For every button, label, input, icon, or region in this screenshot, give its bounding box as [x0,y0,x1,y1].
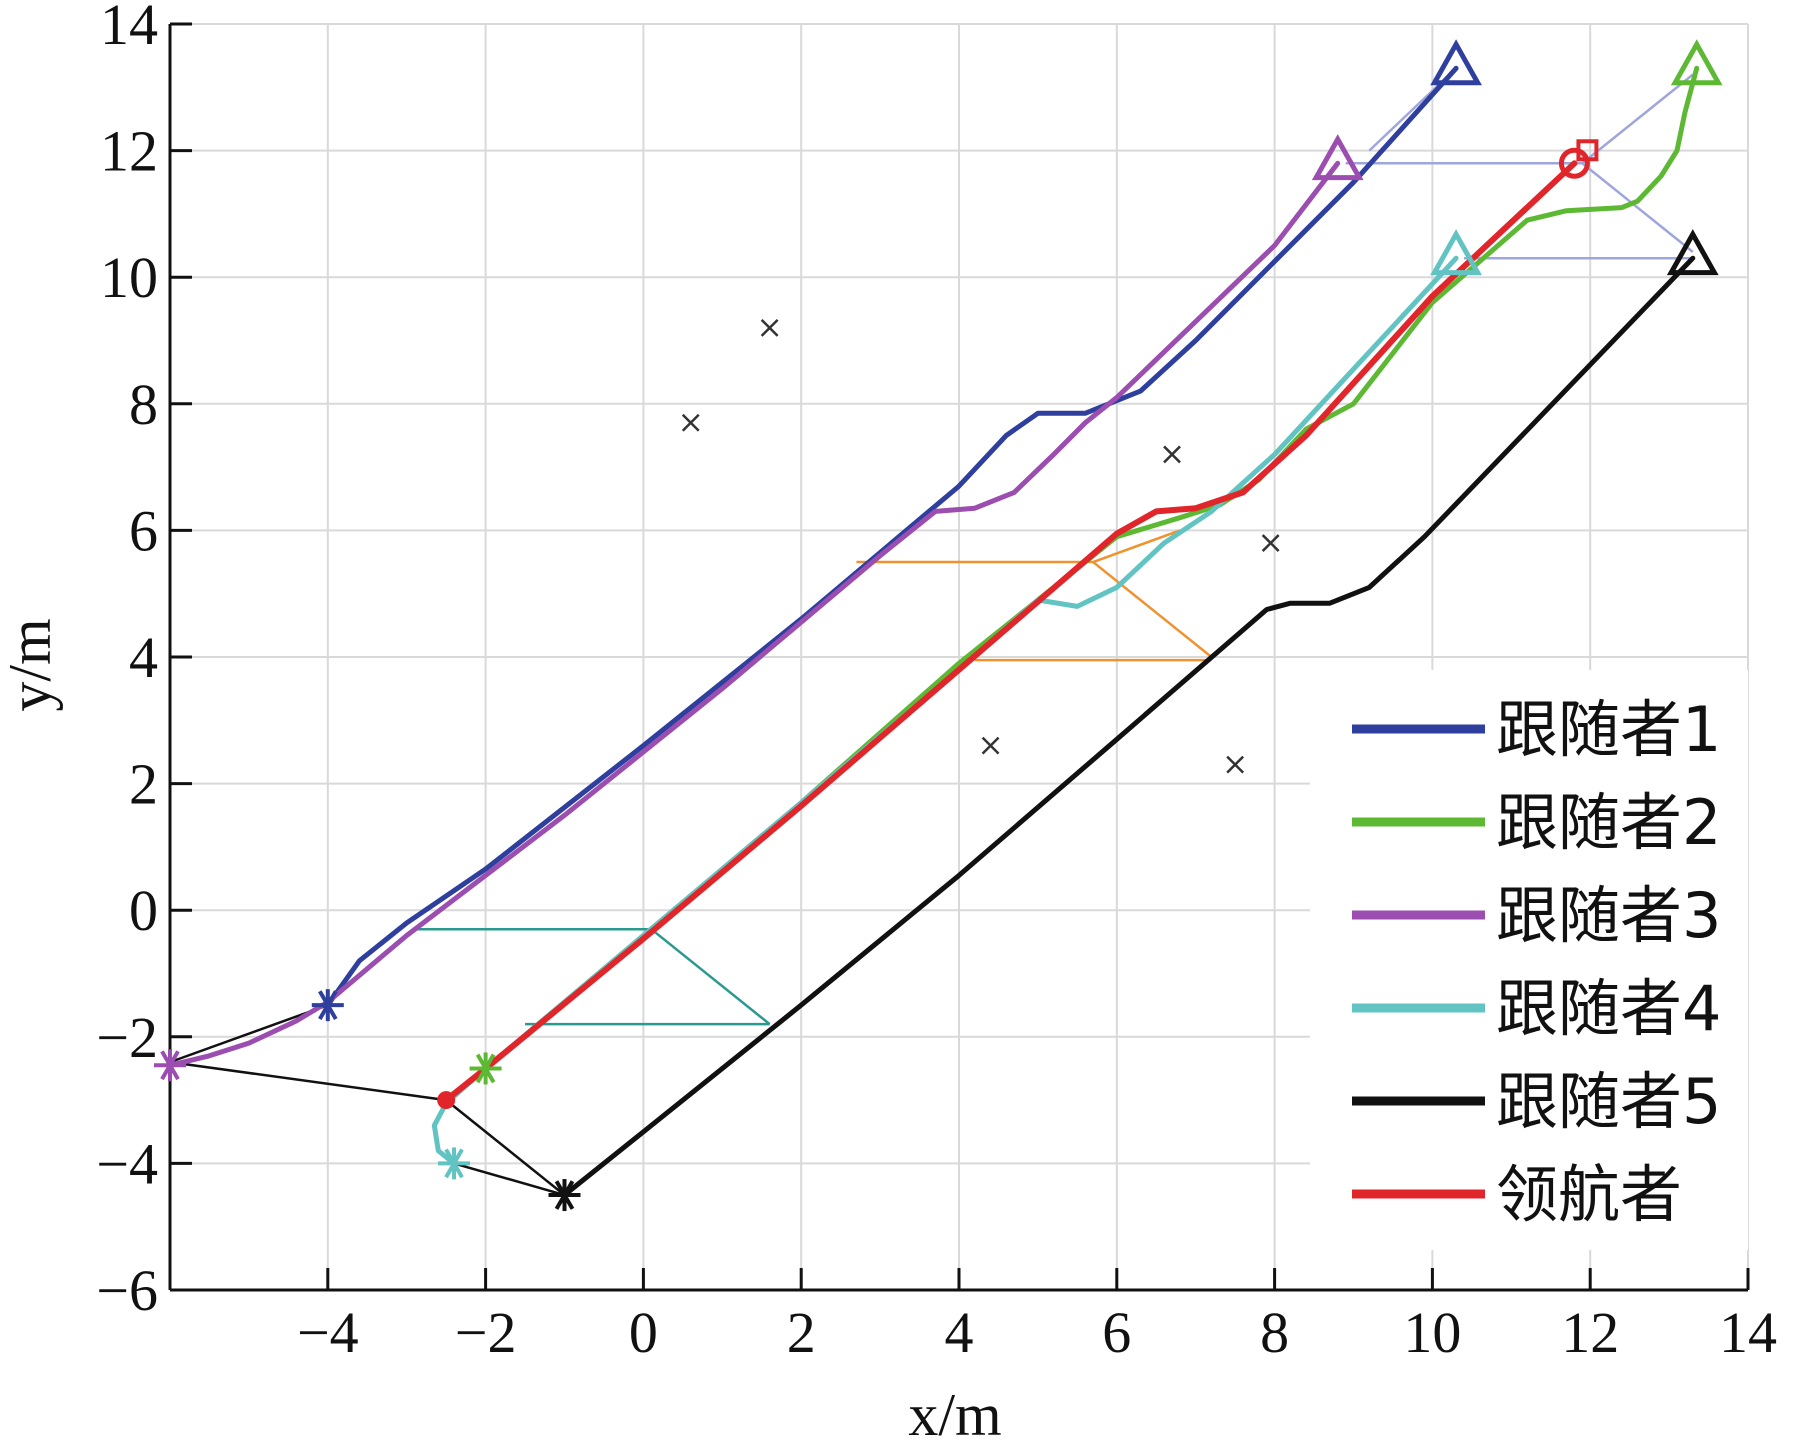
obstacle-marker [981,736,1000,755]
obstacle-marker [1261,534,1280,552]
x-axis-label: x/m [908,1382,1001,1448]
formation-link [1092,529,1181,564]
formation-link [453,1162,565,1197]
x-tick-label: 4 [945,1300,974,1365]
obstacle-marker [1163,445,1181,464]
end-marker-6 [1558,147,1590,179]
trajectory-line-5 [562,255,1696,1198]
y-tick-label: 6 [129,498,158,563]
start-marker-1 [311,989,344,1022]
obstacles [681,318,1280,774]
trajectories [167,65,1700,1198]
formation-link [169,1060,447,1102]
obstacle-marker [681,413,700,432]
y-tick-label: 4 [129,625,158,690]
formation-link [169,1003,329,1064]
formation-link [1581,73,1694,165]
formation-link [650,928,771,1026]
end-marker-1 [1430,39,1482,86]
trajectory-line-1 [325,65,1459,1008]
start-marker-2 [469,1052,502,1085]
y-tick-label: 2 [129,752,158,817]
y-tick-label: 12 [100,119,158,184]
x-tick-label: 2 [787,1300,816,1365]
obstacle-stroke [981,736,1000,755]
legend: 跟随者1 跟随者2 跟随者3 跟随者4 跟随者5 领航者 [1310,670,1748,1250]
y-axis-label: y/m [0,618,63,711]
y-tick-label: 8 [129,372,158,437]
y-tick-label: 0 [129,878,158,943]
y-tick-label: 10 [100,245,158,310]
endpoint-markers [154,39,1723,1212]
trajectory-line-2 [483,65,1700,1071]
obstacle-stroke [1261,534,1280,552]
x-tick-label: 8 [1260,1300,1289,1365]
start-marker-6 [437,1091,456,1110]
legend-label-2: 跟随者2 [1496,786,1721,859]
end-marker-3 [1311,134,1364,181]
y-tick-label: −4 [96,1131,158,1196]
obstacle-marker [1226,755,1245,774]
end-marker-2 [1670,39,1723,86]
trajectory-line-3 [167,160,1341,1068]
obstacle-stroke [1163,445,1181,464]
obstacle-stroke [1226,755,1245,774]
start-marker-3 [154,1049,186,1082]
end-square-marker [1576,139,1599,162]
x-tick-label: 6 [1102,1300,1131,1365]
formation-link [1092,561,1213,658]
legend-label-1: 跟随者1 [1496,693,1721,766]
x-tick-label: −2 [455,1300,517,1365]
x-tick-label: 10 [1403,1300,1461,1365]
x-tick-label: 14 [1719,1300,1777,1365]
end-marker-4 [1430,229,1482,276]
x-tick-label: 12 [1561,1300,1619,1365]
y-tick-label: 14 [100,0,158,57]
trajectory-line-6 [443,160,1578,1104]
x-tick-label: −4 [297,1300,359,1365]
obstacle-stroke [760,318,779,337]
obstacle-stroke [681,413,700,432]
legend-label-6: 领航者 [1496,1158,1682,1231]
tick-labels: −4 −2 0 2 4 6 8 10 12 14 −6 −4 −2 0 2 4 6 8 10 12 14 [96,0,1777,1365]
obstacle-marker [760,318,779,337]
legend-label-3: 跟随者3 [1496,879,1721,952]
legend-label-5: 跟随者5 [1496,1065,1721,1138]
start-marker-4 [438,1147,471,1180]
legend-label-4: 跟随者4 [1496,972,1721,1045]
start-marker-5 [548,1179,581,1212]
trajectory-line-4 [431,255,1459,1166]
formation-link [445,1099,566,1197]
y-tick-label: −2 [96,1005,158,1070]
end-marker-5 [1666,229,1719,276]
legend-background [1310,670,1748,1250]
x-tick-label: 0 [629,1300,658,1365]
y-tick-label: −6 [96,1258,158,1323]
formation-link [1581,162,1694,253]
